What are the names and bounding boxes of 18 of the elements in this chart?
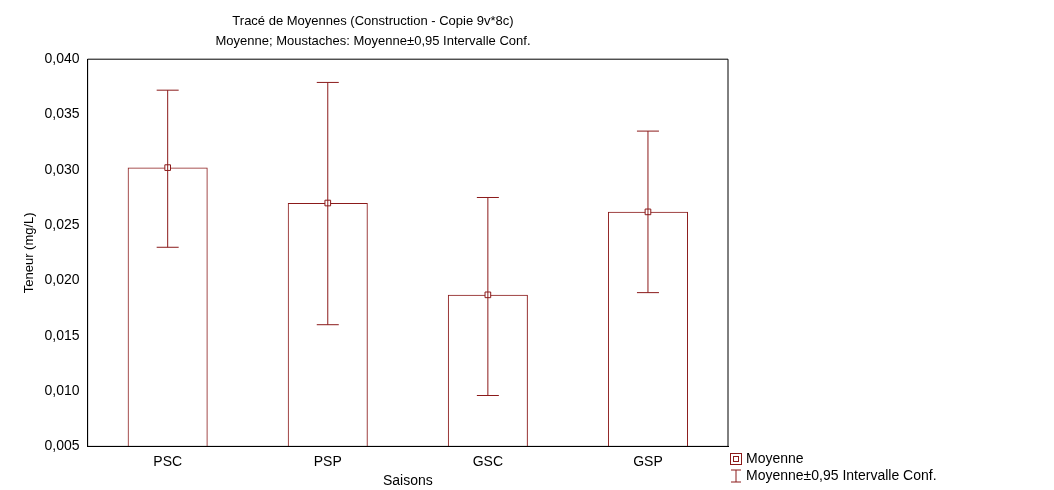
y-tick-label: 0,015 xyxy=(44,326,80,343)
y-tick-label: 0,010 xyxy=(44,381,80,398)
y-tick-label: 0,025 xyxy=(44,216,80,232)
y-tick-label: 0,035 xyxy=(44,105,80,122)
y-tick-label: 0,030 xyxy=(44,160,80,177)
chart-title: Tracé de Moyennes (Construction - Copie 9v*8c) xyxy=(232,13,514,29)
chart-subtitle: Moyenne; Moustaches: Moyenne±0,95 Intervalle Conf. xyxy=(215,32,531,48)
text: Moyenne±0,95 Intervalle Conf. xyxy=(746,467,937,484)
x-tick-label: PSC xyxy=(153,452,183,469)
y-tick-label: 0,020 xyxy=(44,271,80,288)
y-axis-title: Teneur (mg/L) xyxy=(21,212,37,294)
y-tick-label: 0,005 xyxy=(44,437,80,454)
y-tick-label: 0,040 xyxy=(44,50,80,67)
x-tick-label: GSC xyxy=(472,452,504,469)
legend-label: Moyenne xyxy=(746,450,804,467)
x-tick-label: PSP xyxy=(313,452,342,469)
x-tick-label: GSP xyxy=(633,452,663,469)
x-axis-title: Saisons xyxy=(382,472,433,489)
